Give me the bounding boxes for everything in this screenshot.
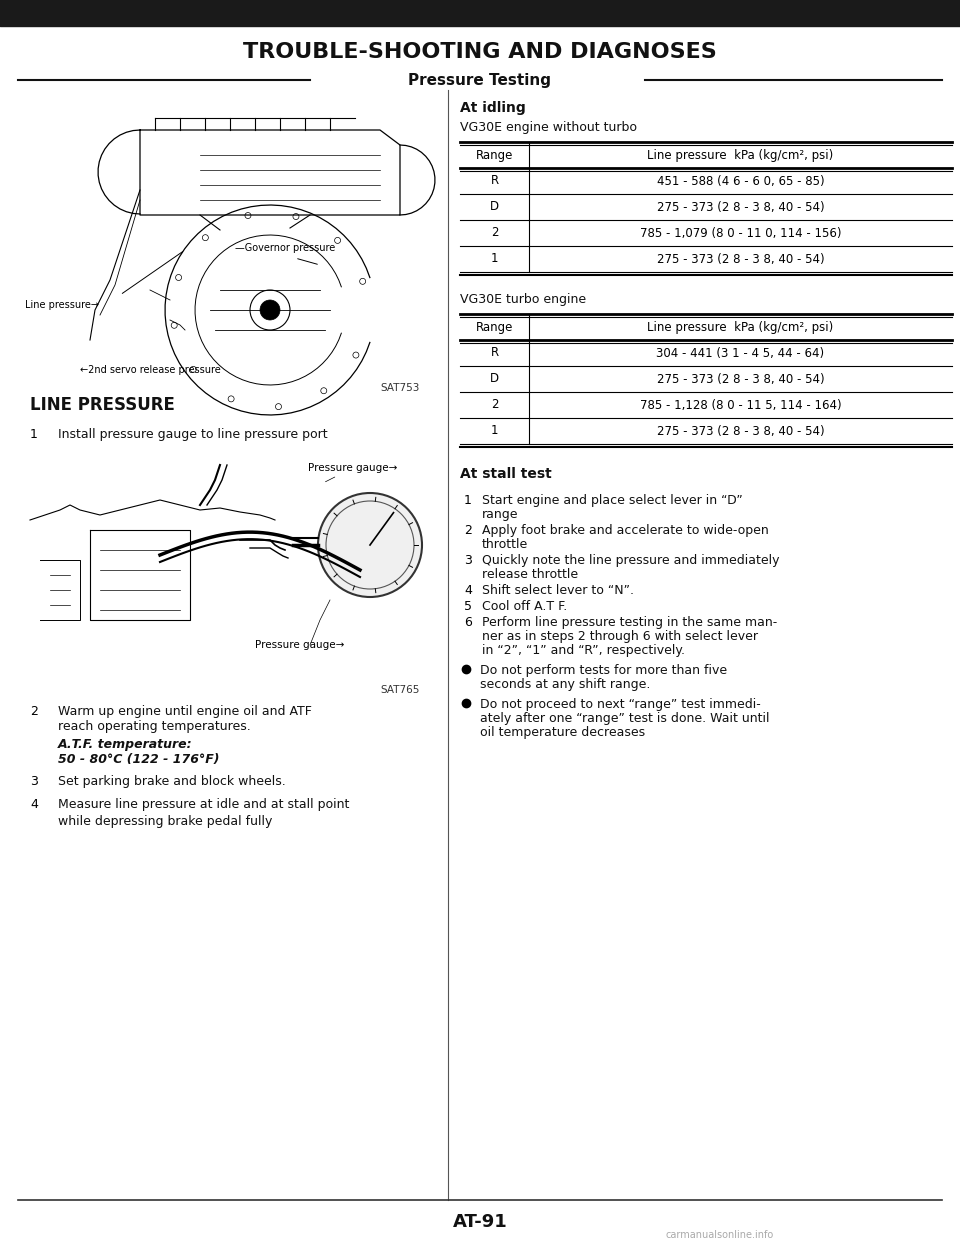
Text: AT-91: AT-91: [452, 1213, 508, 1231]
Text: LINE PRESSURE: LINE PRESSURE: [30, 396, 175, 414]
Text: Pressure gauge→: Pressure gauge→: [308, 463, 397, 482]
Text: 2: 2: [491, 227, 498, 239]
Text: 3: 3: [464, 554, 472, 567]
Text: D: D: [490, 372, 499, 386]
Text: Pressure gauge→: Pressure gauge→: [255, 640, 345, 650]
Text: 2: 2: [491, 398, 498, 412]
Text: At idling: At idling: [460, 100, 526, 115]
Text: 3: 3: [30, 775, 37, 787]
Text: 1: 1: [491, 253, 498, 265]
Text: 5: 5: [464, 600, 472, 613]
Text: R: R: [491, 175, 498, 187]
Text: Install pressure gauge to line pressure port: Install pressure gauge to line pressure …: [58, 428, 327, 441]
Text: 275 - 373 (2 8 - 3 8, 40 - 54): 275 - 373 (2 8 - 3 8, 40 - 54): [657, 372, 825, 386]
Text: seconds at any shift range.: seconds at any shift range.: [480, 678, 650, 691]
Text: Cool off A.T F.: Cool off A.T F.: [482, 600, 567, 613]
Text: 1: 1: [464, 494, 472, 507]
Text: 304 - 441 (3 1 - 4 5, 44 - 64): 304 - 441 (3 1 - 4 5, 44 - 64): [657, 346, 825, 360]
Text: 451 - 588 (4 6 - 6 0, 65 - 85): 451 - 588 (4 6 - 6 0, 65 - 85): [657, 175, 825, 187]
Text: ner as in steps 2 through 6 with select lever: ner as in steps 2 through 6 with select …: [482, 630, 758, 644]
Text: 2: 2: [30, 706, 37, 718]
Text: TROUBLE-SHOOTING AND DIAGNOSES: TROUBLE-SHOOTING AND DIAGNOSES: [243, 42, 717, 62]
Text: Warm up engine until engine oil and ATF: Warm up engine until engine oil and ATF: [58, 706, 312, 718]
Text: 4: 4: [464, 584, 472, 596]
Text: release throttle: release throttle: [482, 568, 578, 582]
Text: Apply foot brake and accelerate to wide-open: Apply foot brake and accelerate to wide-…: [482, 525, 769, 537]
Text: D: D: [490, 201, 499, 213]
Text: Measure line pressure at idle and at stall point
while depressing brake pedal fu: Measure line pressure at idle and at sta…: [58, 799, 349, 828]
Text: At stall test: At stall test: [460, 467, 552, 481]
Text: 4: 4: [30, 799, 37, 811]
Text: 50 - 80°C (122 - 176°F): 50 - 80°C (122 - 176°F): [58, 753, 220, 766]
Text: carmanualsonline.info: carmanualsonline.info: [666, 1230, 774, 1240]
Circle shape: [318, 494, 422, 596]
Text: 1: 1: [30, 428, 37, 441]
Text: Start engine and place select lever in “D”: Start engine and place select lever in “…: [482, 494, 743, 507]
Text: ←2nd servo release pressure: ←2nd servo release pressure: [80, 365, 221, 374]
Text: Line pressure  kPa (kg/cm², psi): Line pressure kPa (kg/cm², psi): [647, 149, 833, 161]
Text: Perform line pressure testing in the same man-: Perform line pressure testing in the sam…: [482, 616, 778, 629]
Text: 275 - 373 (2 8 - 3 8, 40 - 54): 275 - 373 (2 8 - 3 8, 40 - 54): [657, 424, 825, 438]
Circle shape: [260, 300, 280, 320]
Text: 2: 2: [464, 525, 472, 537]
Text: Line pressure→: Line pressure→: [25, 300, 99, 310]
Text: VG30E turbo engine: VG30E turbo engine: [460, 294, 587, 306]
Text: VG30E engine without turbo: VG30E engine without turbo: [460, 122, 637, 134]
Text: 6: 6: [464, 616, 472, 629]
Text: Do not perform tests for more than five: Do not perform tests for more than five: [480, 663, 727, 677]
Text: range: range: [482, 508, 518, 521]
Text: SAT753: SAT753: [380, 383, 420, 393]
Text: Pressure Testing: Pressure Testing: [409, 72, 551, 88]
Text: throttle: throttle: [482, 538, 528, 551]
Text: ately after one “range” test is done. Wait until: ately after one “range” test is done. Wa…: [480, 712, 770, 725]
Text: reach operating temperatures.: reach operating temperatures.: [58, 720, 251, 733]
Text: oil temperature decreases: oil temperature decreases: [480, 725, 645, 739]
Text: Line pressure  kPa (kg/cm², psi): Line pressure kPa (kg/cm², psi): [647, 320, 833, 334]
Text: R: R: [491, 346, 498, 360]
Text: —Governor pressure: —Governor pressure: [235, 243, 335, 253]
Text: in “2”, “1” and “R”, respectively.: in “2”, “1” and “R”, respectively.: [482, 644, 685, 657]
Text: 275 - 373 (2 8 - 3 8, 40 - 54): 275 - 373 (2 8 - 3 8, 40 - 54): [657, 201, 825, 213]
Text: 785 - 1,128 (8 0 - 11 5, 114 - 164): 785 - 1,128 (8 0 - 11 5, 114 - 164): [639, 398, 841, 412]
Text: Quickly note the line pressure and immediately: Quickly note the line pressure and immed…: [482, 554, 780, 567]
Text: Do not proceed to next “range” test immedi-: Do not proceed to next “range” test imme…: [480, 698, 760, 711]
Text: A.T.F. temperature:: A.T.F. temperature:: [58, 738, 193, 751]
Text: 1: 1: [491, 424, 498, 438]
Text: 275 - 373 (2 8 - 3 8, 40 - 54): 275 - 373 (2 8 - 3 8, 40 - 54): [657, 253, 825, 265]
Text: Range: Range: [476, 149, 514, 161]
Text: Set parking brake and block wheels.: Set parking brake and block wheels.: [58, 775, 286, 787]
Text: SAT765: SAT765: [380, 684, 420, 694]
Text: Shift select lever to “N”.: Shift select lever to “N”.: [482, 584, 634, 596]
Text: 785 - 1,079 (8 0 - 11 0, 114 - 156): 785 - 1,079 (8 0 - 11 0, 114 - 156): [639, 227, 841, 239]
Text: Range: Range: [476, 320, 514, 334]
